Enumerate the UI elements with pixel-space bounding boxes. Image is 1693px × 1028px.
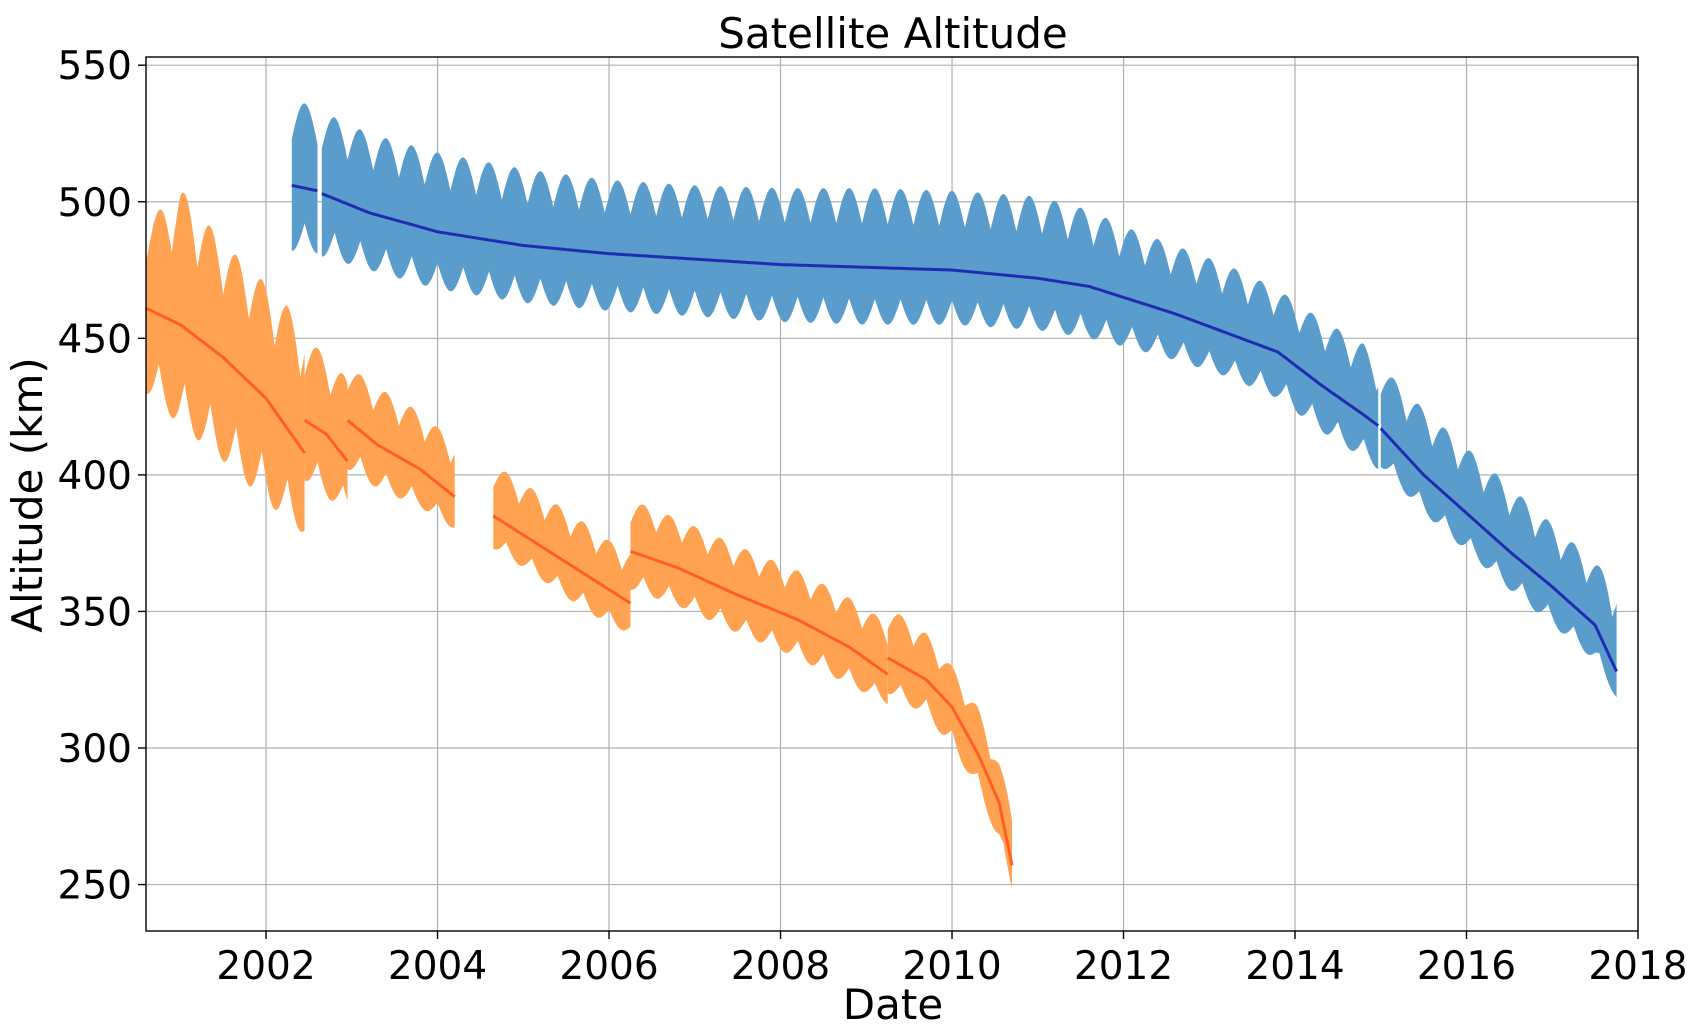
x-axis-ticks: 2002 2004 2006 2008 2010 2012 2014 2016 2018 bbox=[216, 931, 1688, 989]
x-tick-label: 2018 bbox=[1588, 944, 1687, 989]
x-tick-label: 2010 bbox=[902, 944, 1001, 989]
y-tick-label: 450 bbox=[58, 317, 132, 362]
x-axis-label: Date bbox=[843, 980, 943, 1028]
x-tick-label: 2004 bbox=[388, 944, 487, 989]
series-0-mean-line-5 bbox=[886, 656, 1014, 866]
plot-area bbox=[145, 103, 1618, 889]
series-0-mean-line-4 bbox=[629, 549, 889, 676]
series-0-mean-line-2 bbox=[346, 419, 456, 498]
series-1-mean-line-1 bbox=[321, 192, 1380, 427]
x-tick-label: 2008 bbox=[731, 944, 830, 989]
x-tick-label: 2002 bbox=[216, 944, 315, 989]
y-tick-label: 400 bbox=[58, 454, 132, 499]
y-axis-label: Altitude (km) bbox=[3, 357, 52, 632]
y-tick-label: 250 bbox=[58, 864, 132, 909]
y-tick-label: 500 bbox=[58, 181, 132, 226]
plot-frame bbox=[145, 56, 1639, 932]
chart-title: Satellite Altitude bbox=[718, 9, 1068, 58]
x-tick-label: 2012 bbox=[1074, 944, 1173, 989]
series-0-mean-line-1 bbox=[303, 419, 349, 463]
y-tick-label: 300 bbox=[58, 727, 132, 772]
series-1-band-2 bbox=[1380, 377, 1617, 698]
y-axis-ticks: 250 300 350 400 450 500 550 bbox=[58, 44, 146, 909]
series-0-band-5 bbox=[887, 614, 1012, 889]
series-0-band-3 bbox=[493, 471, 631, 631]
series-0-band-1 bbox=[304, 347, 348, 502]
series-0-mean-line-0 bbox=[145, 306, 306, 454]
y-tick-label: 350 bbox=[58, 590, 132, 635]
x-tick-label: 2016 bbox=[1417, 944, 1516, 989]
x-tick-label: 2006 bbox=[559, 944, 658, 989]
series-1-mean-line-0 bbox=[291, 183, 318, 193]
series-0-mean-line-3 bbox=[492, 514, 632, 605]
y-tick-label: 550 bbox=[58, 44, 132, 89]
series-0-band-0 bbox=[146, 192, 305, 532]
series-1-band-1 bbox=[321, 117, 1379, 470]
x-tick-label: 2014 bbox=[1245, 944, 1344, 989]
series-1-mean-line-2 bbox=[1379, 427, 1618, 673]
series-0-band-2 bbox=[347, 374, 455, 528]
gridlines bbox=[146, 57, 1639, 931]
series-1-band-0 bbox=[291, 103, 318, 254]
